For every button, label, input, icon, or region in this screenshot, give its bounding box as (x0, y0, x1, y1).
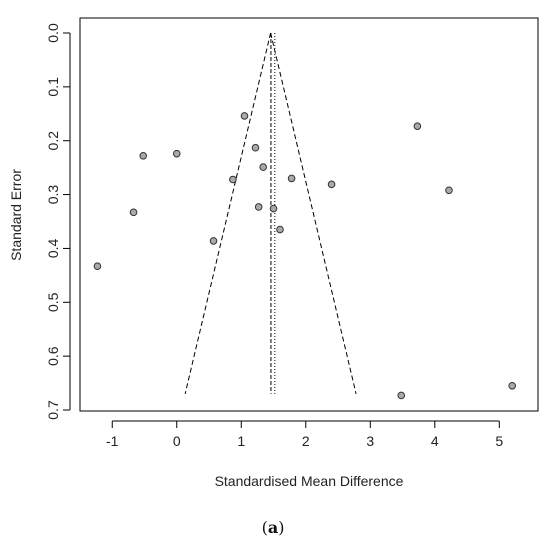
x-tick-label: 3 (366, 433, 374, 449)
y-tick-label: 0.2 (45, 131, 61, 151)
y-tick-label: 0.6 (45, 346, 61, 366)
data-point (229, 175, 237, 184)
y-tick-label: 0.0 (45, 23, 61, 43)
data-point (172, 149, 181, 158)
data-point (240, 112, 249, 120)
data-point (269, 204, 278, 213)
caption-close-paren: ) (278, 518, 285, 537)
x-tick-label: -1 (106, 433, 119, 449)
x-axis-label: Standardised Mean Difference (215, 473, 404, 489)
x-tick-label: 5 (495, 433, 503, 449)
data-point (209, 237, 218, 245)
x-tick-label: 2 (302, 433, 310, 449)
data-point (259, 163, 268, 171)
x-axis: -1 0 1 2 3 4 5 (106, 420, 503, 449)
x-tick-label: 0 (173, 433, 181, 449)
data-point (276, 225, 284, 234)
data-points (93, 112, 516, 400)
data-point (287, 174, 296, 183)
plot-frame (79, 17, 539, 412)
data-point (327, 180, 336, 189)
y-tick-label: 0.7 (45, 400, 61, 420)
data-point (93, 262, 102, 271)
x-tick-label: 1 (237, 433, 245, 449)
y-axis: 0.0 0.1 0.2 0.3 0.4 0.5 0.6 0.7 (45, 23, 71, 420)
y-tick-label: 0.1 (45, 77, 61, 97)
y-tick-label: 0.4 (45, 238, 61, 258)
data-point (254, 203, 263, 211)
data-point (139, 151, 148, 160)
data-point (251, 143, 260, 152)
data-point (445, 186, 453, 195)
data-point (413, 122, 422, 130)
funnel-right-limit (270, 32, 357, 394)
y-tick-label: 0.3 (45, 185, 61, 205)
caption-label: a (267, 518, 279, 537)
y-tick-label: 0.5 (45, 292, 61, 312)
x-tick-label: 4 (431, 433, 439, 449)
funnel-plot: -1 0 1 2 3 4 5 0.0 0.1 0.2 0.3 0.4 0.5 0.6 0.7 Standa… (8, 17, 539, 489)
caption-open-paren: ( (261, 518, 268, 537)
data-point (508, 381, 516, 390)
figure-caption: (a) (0, 518, 546, 537)
data-point (129, 208, 138, 217)
funnel-left-limit (184, 32, 272, 394)
funnel-lines (184, 32, 357, 394)
data-point (397, 391, 406, 400)
y-axis-label: Standard Error (8, 169, 24, 261)
